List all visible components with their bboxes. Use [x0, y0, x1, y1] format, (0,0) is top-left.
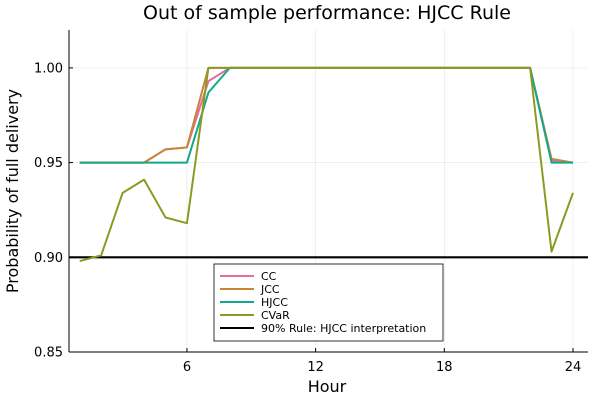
axes-frame: [68, 30, 588, 353]
axis-ticks: 6 12 18 24 0.85 0.90 0.95 1.00: [34, 61, 581, 375]
x-tick-label: 24: [565, 360, 582, 375]
chart-title: Out of sample performance: HJCC Rule: [143, 2, 511, 24]
series-line-cvar: [79, 66, 574, 263]
x-tick-label: 18: [436, 360, 453, 375]
legend-label: JCC: [260, 283, 280, 296]
legend-label: CC: [261, 270, 277, 283]
legend-label: 90% Rule: HJCC interpretation: [261, 322, 426, 335]
y-tick-label: 0.85: [34, 346, 63, 361]
legend-label: HJCC: [261, 296, 288, 309]
x-axis-title: Hour: [308, 377, 347, 396]
legend-label: CVaR: [261, 309, 290, 322]
x-tick-label: 6: [183, 360, 191, 375]
y-tick-label: 1.00: [34, 61, 63, 76]
x-tick-label: 12: [307, 360, 324, 375]
y-tick-label: 0.95: [34, 156, 63, 171]
plot-series: [69, 66, 588, 263]
y-tick-label: 0.90: [34, 251, 63, 266]
y-axis-title: Probability of full delivery: [3, 89, 22, 293]
